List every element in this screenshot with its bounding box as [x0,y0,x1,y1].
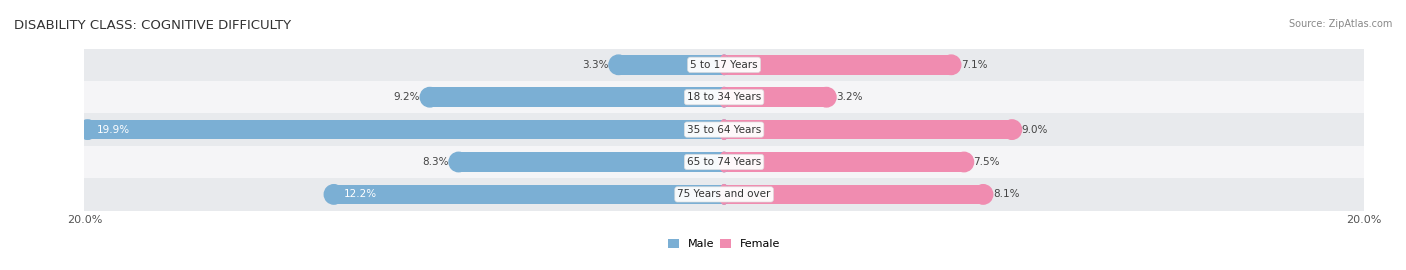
Bar [619,55,724,75]
Ellipse shape [720,87,728,107]
Bar [724,185,983,204]
Ellipse shape [817,87,837,107]
Ellipse shape [720,152,728,172]
Ellipse shape [720,185,728,204]
Ellipse shape [720,120,728,139]
Text: Source: ZipAtlas.com: Source: ZipAtlas.com [1288,19,1392,29]
Text: 18 to 34 Years: 18 to 34 Years [688,92,761,102]
Bar [430,87,724,107]
Text: 65 to 74 Years: 65 to 74 Years [688,157,761,167]
Text: 35 to 64 Years: 35 to 64 Years [688,124,761,135]
Ellipse shape [973,185,993,204]
Bar [84,178,1364,211]
Legend: Male, Female: Male, Female [664,234,785,254]
Ellipse shape [720,55,728,75]
Ellipse shape [449,152,468,172]
Ellipse shape [720,55,728,75]
Text: 19.9%: 19.9% [97,124,131,135]
Bar [724,152,965,172]
Ellipse shape [942,55,960,75]
Bar [724,87,827,107]
Text: 8.3%: 8.3% [423,157,449,167]
Bar [724,55,952,75]
Ellipse shape [720,87,728,107]
Bar [84,113,1364,146]
Text: DISABILITY CLASS: COGNITIVE DIFFICULTY: DISABILITY CLASS: COGNITIVE DIFFICULTY [14,19,291,32]
Text: 75 Years and over: 75 Years and over [678,189,770,200]
Ellipse shape [1002,120,1022,139]
Bar [458,152,724,172]
Ellipse shape [720,185,728,204]
Bar [84,81,1364,113]
Ellipse shape [720,120,728,139]
Bar [724,120,1012,139]
Ellipse shape [420,87,440,107]
Ellipse shape [955,152,973,172]
Ellipse shape [720,152,728,172]
Text: 3.3%: 3.3% [582,60,609,70]
Bar [84,49,1364,81]
Text: 7.1%: 7.1% [960,60,987,70]
Bar [87,120,724,139]
Text: 5 to 17 Years: 5 to 17 Years [690,60,758,70]
Text: 12.2%: 12.2% [343,189,377,200]
Ellipse shape [325,185,343,204]
Ellipse shape [77,120,97,139]
Bar [333,185,724,204]
Text: 9.0%: 9.0% [1022,124,1047,135]
Text: 8.1%: 8.1% [993,189,1019,200]
Ellipse shape [609,55,628,75]
Text: 7.5%: 7.5% [973,157,1000,167]
Text: 3.2%: 3.2% [837,92,862,102]
Bar [84,146,1364,178]
Text: 9.2%: 9.2% [394,92,420,102]
